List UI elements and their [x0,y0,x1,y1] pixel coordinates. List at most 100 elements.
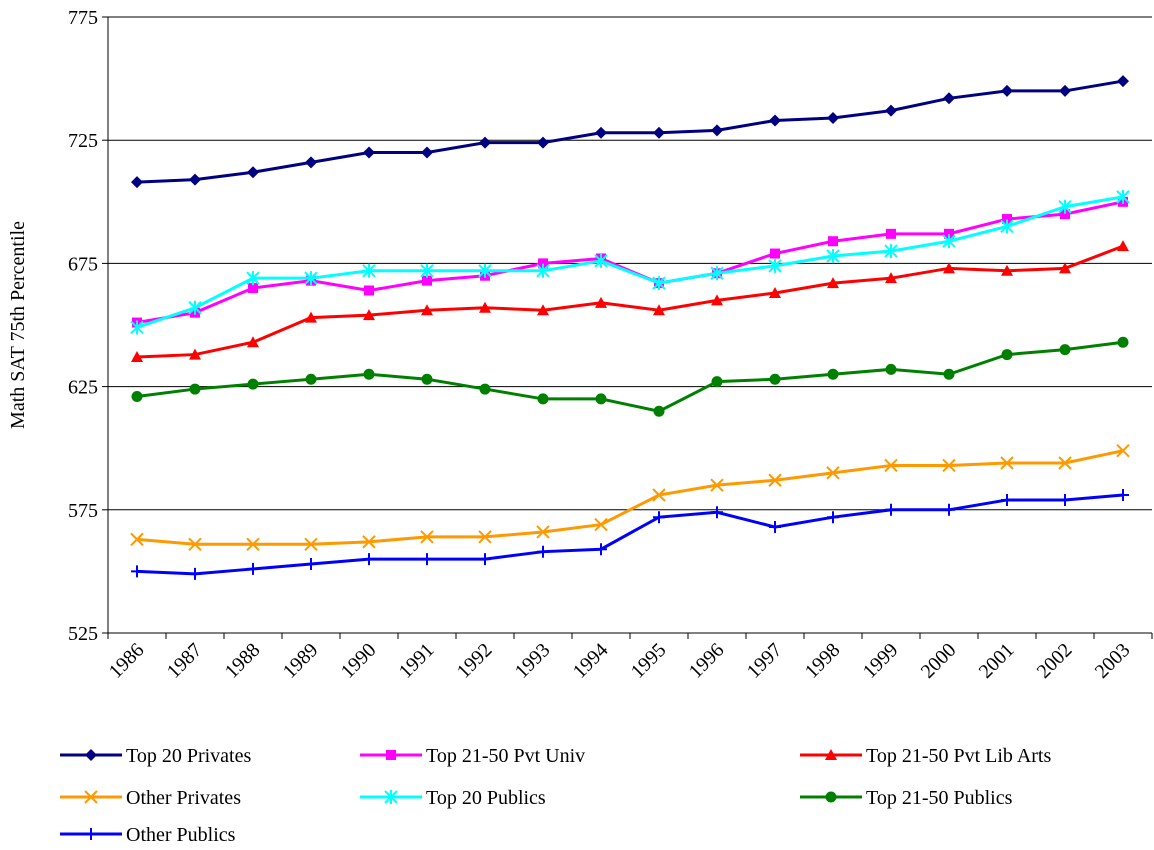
marker [944,228,954,239]
marker [131,390,143,402]
marker [85,828,97,840]
marker [943,368,955,380]
x-tick-label: 1991 [395,639,439,683]
marker [710,478,724,492]
legend-label: Top 21-50 Pvt Univ [426,745,585,767]
marker [188,537,202,552]
marker [479,383,491,395]
x-tick-label: 2001 [975,639,1019,683]
marker [885,503,897,516]
legend-item: Other Publics [60,824,236,846]
marker [1001,349,1013,361]
legend-item: Top 20 Publics [360,787,546,809]
marker [421,373,433,385]
marker [85,749,97,761]
marker [247,378,259,390]
legend-label: Top 20 Publics [426,787,546,809]
marker [886,228,896,239]
marker [362,263,376,278]
marker [653,405,665,417]
marker [827,511,839,524]
marker [247,336,259,348]
series-line [136,449,1124,546]
marker [537,393,549,405]
marker [1058,199,1072,214]
marker [769,373,781,385]
marker [479,136,491,149]
series-line [136,244,1124,359]
series-line [136,493,1124,576]
marker [942,234,956,249]
marker [711,376,723,388]
marker [479,301,491,313]
marker [363,553,375,566]
marker [189,173,201,186]
marker [943,92,955,105]
marker [1117,336,1129,348]
x-tick-label: 1990 [337,639,381,683]
marker [305,558,317,571]
legend-item: Top 21-50 Pvt Univ [360,745,585,767]
x-tick-label: 1989 [279,639,323,683]
marker [420,530,434,544]
marker [304,271,318,286]
x-tick-label: 1999 [859,639,903,683]
marker [537,304,549,316]
marker [1058,456,1072,470]
marker [943,262,955,274]
marker [652,276,666,291]
marker [131,351,143,363]
marker [246,537,260,552]
marker [594,517,608,532]
marker [653,511,665,524]
legend-label: Top 21-50 Publics [866,787,1013,809]
marker [421,146,433,159]
marker [885,104,897,117]
x-tick-label: 2000 [917,639,961,683]
marker [1001,264,1013,276]
x-tick-label: 1987 [163,639,207,683]
legend-label: Other Publics [126,824,236,846]
marker [885,272,897,284]
x-tick-label: 1994 [569,639,613,683]
x-tick-label: 1997 [743,639,787,683]
y-tick-label: 775 [68,7,98,29]
marker [1117,240,1129,252]
marker [130,320,144,335]
marker [594,253,608,268]
marker [363,309,375,321]
y-tick-label: 725 [68,130,98,152]
marker [364,285,374,296]
marker [1002,214,1012,225]
marker [770,248,780,259]
series-line [136,200,1124,325]
marker [825,791,837,803]
legend-label: Other Privates [126,787,241,809]
marker [386,750,396,760]
marker [305,373,317,385]
marker [189,567,201,580]
x-tick-label: 1992 [453,639,497,683]
marker [652,488,666,502]
marker [595,393,607,405]
x-tick-label: 1988 [221,639,265,683]
marker [825,749,837,760]
marker [942,458,956,473]
legend-label: Top 20 Privates [126,745,251,767]
marker [422,275,432,286]
legend-item: Other Privates [60,787,241,809]
marker [131,176,143,189]
marker [826,466,840,480]
marker [595,296,607,308]
marker [595,126,607,139]
y-tick-label: 525 [68,623,98,645]
marker [362,535,376,549]
legend-item: Top 20 Privates [60,745,251,767]
marker [420,263,434,278]
marker [884,244,898,259]
series-line [136,340,1124,413]
series-line [136,79,1124,184]
marker [1059,262,1071,274]
marker [711,506,723,519]
marker [363,146,375,159]
